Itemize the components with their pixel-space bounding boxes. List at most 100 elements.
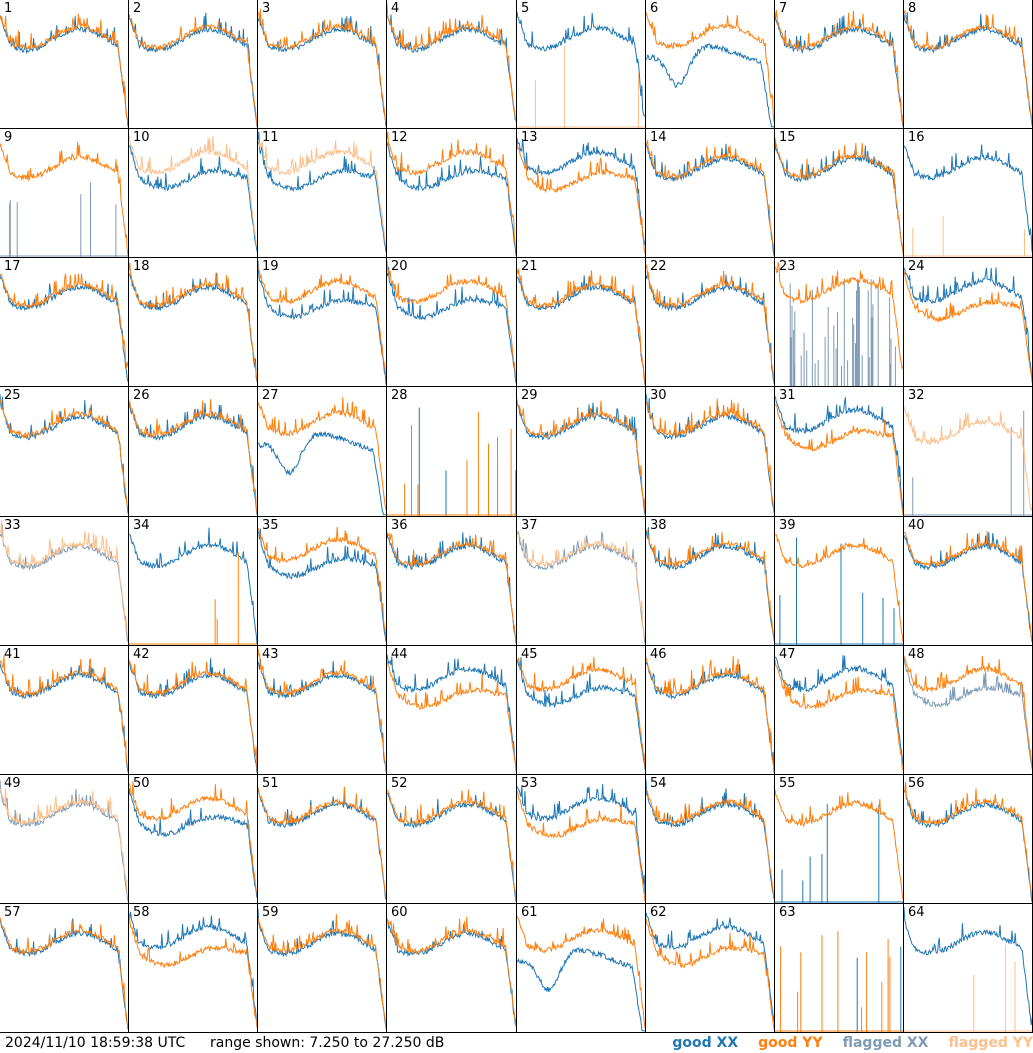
panel-plot-18 — [129, 262, 257, 382]
series-yy-28 — [387, 412, 516, 516]
panel-plot-2 — [129, 12, 257, 127]
panel-label: 33 — [4, 518, 21, 533]
panel-52: 52 — [387, 775, 517, 904]
series-yy-34 — [129, 552, 257, 645]
series-yy-61 — [517, 915, 645, 1029]
panel-label: 22 — [650, 259, 667, 274]
series-yy-53 — [517, 790, 645, 902]
series-yy-15 — [775, 137, 903, 254]
panel-38: 38 — [646, 517, 775, 646]
panel-10: 10 — [129, 129, 258, 258]
series-yy-38 — [646, 529, 774, 642]
panel-64: 64 — [904, 904, 1033, 1033]
panel-plot-43 — [258, 648, 386, 773]
series-xx-16 — [904, 144, 1032, 252]
panel-47: 47 — [775, 646, 904, 775]
series-xx-34 — [129, 527, 257, 644]
panel-label: 29 — [521, 388, 538, 403]
series-yy-14 — [646, 140, 774, 252]
panel-plot-61 — [517, 915, 645, 1032]
panel-label: 7 — [779, 1, 788, 16]
series-yy-42 — [129, 659, 257, 770]
series-yy-37 — [517, 530, 645, 639]
panel-label: 54 — [650, 776, 667, 791]
series-yy-12 — [387, 131, 516, 249]
series-xx-64 — [904, 906, 1032, 1026]
series-xx-58 — [129, 911, 257, 1026]
panel-plot-22 — [646, 264, 774, 385]
panel-label: 23 — [779, 259, 796, 274]
series-xx-50 — [129, 788, 257, 898]
panel-label: 42 — [133, 647, 150, 662]
panel-label: 55 — [779, 776, 796, 791]
series-xx-43 — [258, 658, 386, 772]
panel-label: 2 — [133, 1, 142, 16]
series-yy-32 — [904, 406, 1032, 511]
series-xx-45 — [517, 657, 645, 770]
series-xx-23 — [789, 278, 896, 386]
panel-label: 40 — [908, 518, 925, 533]
panel-30: 30 — [646, 387, 775, 517]
panel-plot-12 — [387, 131, 516, 256]
series-yy-48 — [904, 655, 1032, 768]
panel-12: 12 — [387, 129, 517, 258]
panel-43: 43 — [258, 646, 387, 775]
panel-plot-63 — [775, 931, 903, 1032]
series-yy-33 — [0, 519, 128, 639]
panel-plot-55 — [775, 789, 903, 903]
panel-label: 49 — [4, 776, 21, 791]
panel-label: 50 — [133, 776, 150, 791]
panel-2: 2 — [129, 0, 258, 129]
series-yy-43 — [258, 648, 386, 773]
panel-plot-35 — [258, 526, 386, 642]
panel-plot-56 — [904, 781, 1032, 902]
series-yy-47 — [775, 659, 903, 771]
panel-label: 12 — [391, 130, 408, 145]
panel-label: 18 — [133, 259, 150, 274]
series-yy-19 — [258, 266, 386, 375]
panel-label: 28 — [391, 388, 408, 403]
panel-51: 51 — [258, 775, 387, 904]
panel-57: 57 — [0, 904, 129, 1033]
panel-label: 37 — [521, 518, 538, 533]
series-xx-2 — [129, 12, 257, 127]
panel-63: 63 — [775, 904, 904, 1033]
panel-plot-40 — [904, 531, 1032, 643]
series-xx-48 — [904, 656, 1032, 769]
series-xx-42 — [129, 658, 257, 773]
panel-plot-27 — [258, 397, 386, 516]
panel-plot-5 — [517, 11, 645, 128]
panel-37: 37 — [517, 517, 646, 646]
panel-label: 39 — [779, 518, 796, 533]
series-yy-6 — [646, 12, 774, 123]
panel-plot-33 — [0, 519, 128, 642]
panel-label: 46 — [650, 647, 667, 662]
panel-plot-17 — [0, 273, 128, 382]
series-yy-9 — [0, 141, 128, 256]
panel-35: 35 — [258, 517, 387, 646]
panel-label: 17 — [4, 259, 21, 274]
panel-plot-44 — [387, 654, 516, 772]
series-xx-63 — [856, 946, 902, 1032]
panel-21: 21 — [517, 258, 646, 387]
series-yy-18 — [129, 262, 257, 382]
panel-label: 24 — [908, 259, 925, 274]
panel-label: 52 — [391, 776, 408, 791]
panel-32: 32 — [904, 387, 1033, 517]
series-yy-59 — [258, 914, 386, 1030]
series-yy-51 — [258, 786, 386, 898]
panel-11: 11 — [258, 129, 387, 258]
series-xx-33 — [0, 524, 128, 642]
panel-61: 61 — [517, 904, 646, 1033]
panel-label: 27 — [262, 388, 279, 403]
panel-55: 55 — [775, 775, 904, 904]
series-yy-25 — [0, 398, 128, 510]
panel-label: 10 — [133, 130, 150, 145]
panel-plot-11 — [258, 131, 386, 253]
panel-plot-16 — [904, 144, 1032, 257]
panel-plot-4 — [387, 2, 516, 123]
series-xx-19 — [258, 260, 386, 385]
series-xx-28 — [418, 407, 447, 516]
panel-label: 3 — [262, 1, 271, 16]
series-yy-3 — [258, 9, 386, 123]
